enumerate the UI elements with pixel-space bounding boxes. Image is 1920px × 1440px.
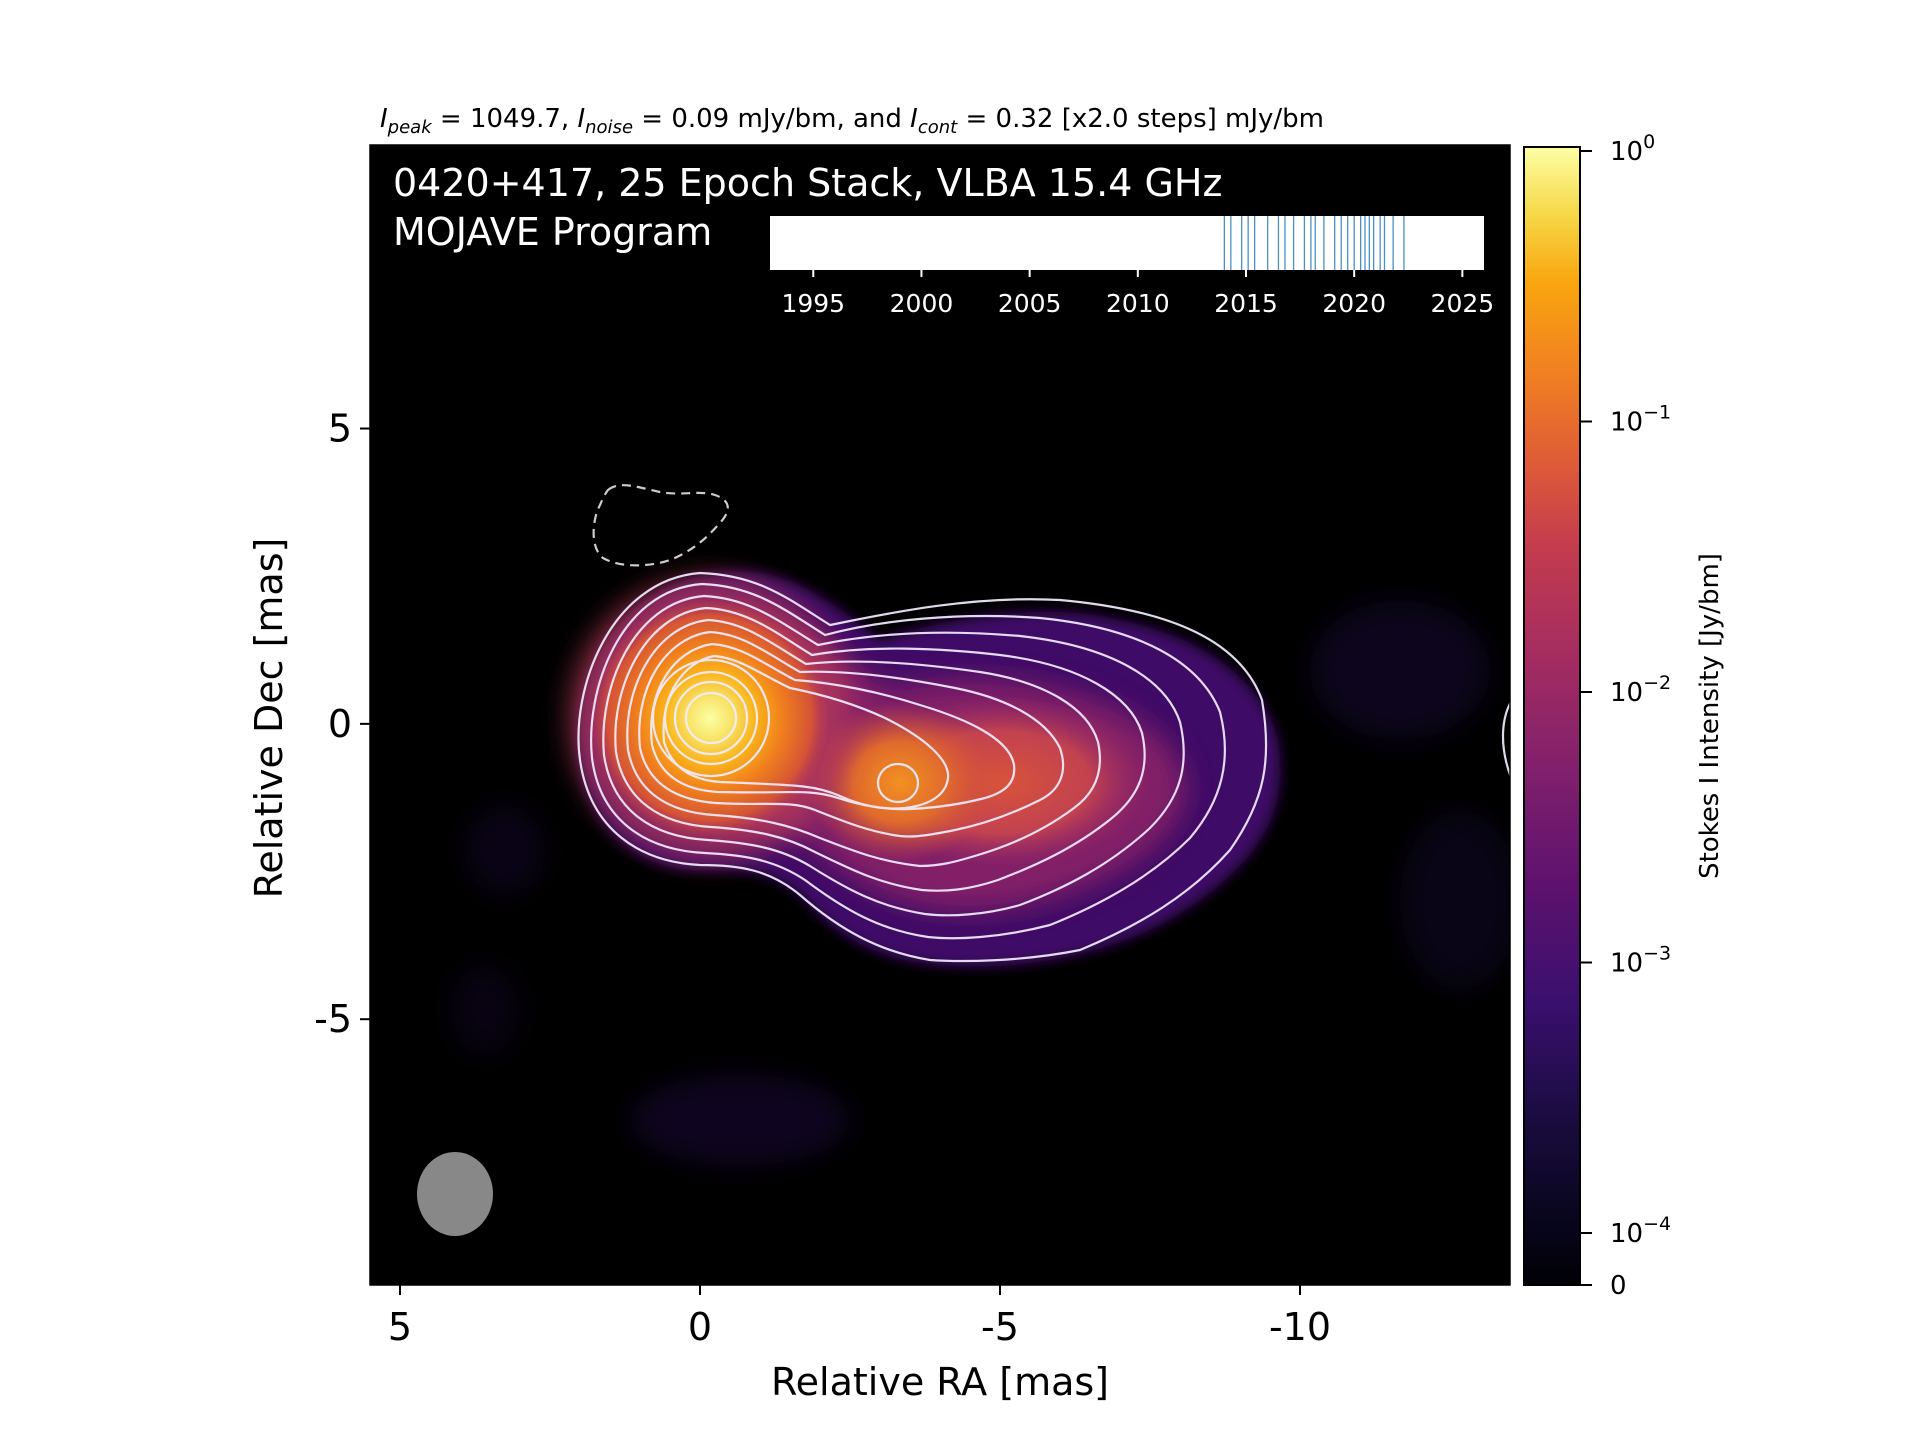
contour-level-3 [602,594,1185,917]
contour-core-2 [663,670,759,766]
contours [577,571,1510,963]
cont-symbol: I [910,104,918,134]
colorbar-tick-label: 10−3 [1610,943,1671,979]
noise-symbol: I [577,104,585,134]
timeline-tick-label: 2010 [1106,289,1170,318]
colorbar-tick-label: 0 [1610,1271,1627,1301]
peak-subscript: peak [387,117,434,138]
contour-level-8 [662,654,950,810]
contour-knot [876,762,920,804]
contour-level-5 [626,618,1102,868]
beam-ellipse [417,1152,493,1236]
colorbar: 100 10−1 10−2 10−3 10−4 0 Stokes I Intensity … [1523,131,1725,1301]
timeline-tick-label: 2025 [1431,289,1495,318]
colorbar-ticks: 100 10−1 10−2 10−3 10−4 0 [1580,131,1671,1301]
colorbar-tick-label: 10−4 [1610,1213,1671,1249]
timeline-tick-label: 2020 [1322,289,1386,318]
contour-core-1 [651,658,771,778]
timeline-tick-label: 1995 [781,289,845,318]
negative-contour [592,484,729,567]
y-axis-label: Relative Dec [mas] [247,538,291,899]
x-axis-label: Relative RA [mas] [771,1360,1109,1404]
contour-level-4 [614,606,1146,892]
noise-patch [465,805,545,895]
y-tick-label: 0 [328,702,352,746]
y-tick-label: -5 [314,997,352,1041]
colorbar-scale [1523,146,1581,1286]
x-tick-label: -10 [1269,1305,1331,1349]
noise-value: = 0.09 mJy/bm, and [633,104,910,134]
x-tick-label: 5 [388,1305,412,1349]
timeline-ticks: 1995 2000 2005 2010 2015 2020 2025 [781,270,1494,318]
colorbar-tick-label: 100 [1610,131,1655,167]
map-panel: 0420+417, 25 Epoch Stack, VLBA 15.4 GHz … [369,144,1511,1286]
cont-value: = 0.32 [x2.0 steps] mJy/bm [957,104,1324,134]
noise-patch [1400,810,1510,990]
contour-level-6 [638,630,1065,838]
colorbar-label: Stokes I Intensity [Jy/bm] [1695,553,1725,879]
peak-value: = 1049.7, [432,104,578,134]
noise-patch [630,1075,850,1165]
knot-component [805,702,995,862]
y-axis-ticks: 5 0 -5 [314,407,370,1041]
epoch-timeline: 1995 2000 2005 2010 2015 2020 2025 [770,216,1494,318]
colorbar-tick-label: 10−2 [1610,672,1671,708]
x-tick-label: 0 [688,1305,712,1349]
plot-frame [369,144,1511,1286]
contour-core-4 [684,691,738,745]
x-tick-label: -5 [981,1305,1019,1349]
contour-level-1 [577,571,1268,963]
y-tick-label: 5 [328,407,352,451]
peak-symbol: I [380,104,388,134]
noise-patch [450,965,520,1055]
intensity-image [417,484,1510,1236]
timeline-tick-label: 2015 [1214,289,1278,318]
contour-core-3 [673,680,749,756]
contour-level-7 [650,642,1016,811]
header-stats: Ipeak = 1049.7, Inoise = 0.09 mJy/bm, an… [380,104,1324,138]
noise-subscript: noise [585,117,633,138]
timeline-box [770,216,1484,270]
timeline-tick-label: 2000 [890,289,954,318]
colorbar-tick-label: 10−1 [1610,402,1671,438]
cont-subscript: cont [918,117,958,138]
contour-level-2 [590,582,1226,940]
map-title: 0420+417, 25 Epoch Stack, VLBA 15.4 GHz [393,161,1222,205]
epoch-lines [1223,216,1405,270]
timeline-tick-label: 2005 [998,289,1062,318]
map-subtitle: MOJAVE Program [393,210,712,254]
x-axis-ticks: 5 0 -5 -10 [388,1285,1331,1349]
contour-edge-fragment [1501,701,1510,778]
noise-patch [1310,600,1490,740]
